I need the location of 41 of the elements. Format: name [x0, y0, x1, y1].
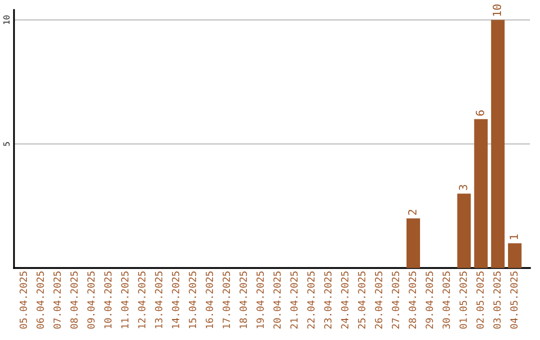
x-tick-label: 16.04.2025: [206, 272, 214, 328]
x-tick-label: 23.04.2025: [324, 272, 332, 329]
x-tick-label: 19.04.2025: [256, 272, 264, 328]
x-tick-label: 07.04.2025: [53, 272, 61, 329]
x-tick-label: 25.04.2025: [358, 272, 366, 329]
x-tick-label: 27.04.2025: [392, 272, 400, 329]
x-tick-label: 20.04.2025: [273, 272, 281, 329]
x-tick-label: 17.04.2025: [222, 272, 230, 328]
x-tick-label: 12.04.2025: [138, 272, 146, 328]
x-tick-label: 11.04.2025: [121, 272, 129, 328]
x-tick-label: 09.04.2025: [87, 272, 95, 329]
x-tick-label: 13.04.2025: [154, 272, 162, 328]
x-tick-label: 08.04.2025: [70, 272, 78, 329]
x-tick-label: 30.04.2025: [442, 272, 450, 329]
bar: [491, 20, 505, 268]
data-label: 10: [492, 4, 502, 16]
x-tick-label: 05.04.2025: [20, 272, 27, 329]
y-tick-label: 5: [3, 142, 10, 146]
x-tick-label: 22.04.2025: [307, 272, 315, 329]
x-tick-label: 29.04.2025: [426, 272, 434, 329]
x-tick-label: 03.05.2025: [493, 272, 501, 329]
bar: [474, 119, 488, 268]
x-tick-label: 04.05.2025: [510, 272, 518, 329]
x-tick-label: 28.04.2025: [408, 272, 416, 329]
data-label: 6: [476, 110, 484, 116]
data-label: 2: [408, 210, 416, 215]
x-tick-label: 02.05.2025: [476, 272, 484, 329]
bar: [457, 194, 471, 268]
x-tick-label: 06.04.2025: [36, 272, 44, 329]
x-tick-label: 24.04.2025: [341, 272, 348, 329]
x-tick-label: 14.04.2025: [172, 272, 180, 328]
data-label: 3: [458, 184, 468, 190]
x-tick-label: 15.04.2025: [188, 272, 196, 328]
x-tick-label: 21.04.2025: [290, 272, 298, 329]
x-tick-label: 10.04.2025: [104, 272, 112, 328]
bar: [508, 243, 522, 268]
x-tick-label: 01.05.2025: [460, 272, 467, 329]
x-tick-label: 18.04.2025: [240, 272, 247, 328]
x-tick-label: 26.04.2025: [374, 272, 382, 329]
data-label: 1: [510, 234, 518, 240]
bar: [406, 218, 420, 268]
